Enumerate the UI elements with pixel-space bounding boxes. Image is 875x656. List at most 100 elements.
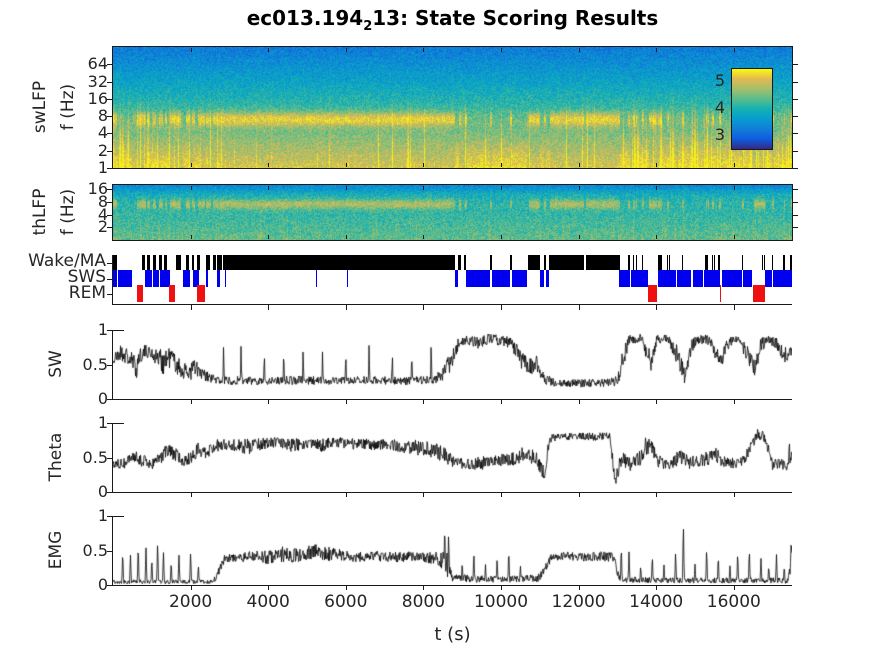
ytick-label: 0	[97, 575, 108, 594]
state-interval-sws	[692, 270, 703, 287]
state-interval-sws	[658, 270, 676, 287]
x-tick	[423, 493, 425, 497]
state-interval-wakema	[185, 255, 190, 270]
xtick-label: 14000	[629, 592, 684, 612]
x-tick	[345, 400, 347, 404]
x-tick	[268, 586, 270, 590]
state-interval-wakema	[771, 255, 774, 270]
y-tick	[107, 330, 112, 331]
y-tick-right	[793, 98, 798, 100]
ytick-label: 8	[97, 191, 108, 211]
state-y-tick	[107, 262, 112, 264]
state-interval-sws	[545, 270, 550, 287]
x-tick	[268, 163, 270, 167]
y-tick	[107, 150, 112, 152]
state-x-tick	[423, 305, 425, 310]
sw-bottom-spine	[112, 399, 792, 400]
x-tick	[733, 235, 735, 239]
figure-title: ec013.194213: State Scoring Results	[113, 6, 792, 34]
x-tick	[345, 235, 347, 239]
y-tick	[107, 133, 112, 135]
y-tick	[107, 399, 112, 400]
state-interval-wakema	[761, 255, 764, 270]
thlfp-ylabel: thLFP	[30, 188, 50, 236]
y-tick-right	[793, 81, 798, 83]
ytick-label: 1	[97, 158, 108, 177]
state-interval-sws	[205, 270, 208, 287]
x-tick	[190, 493, 192, 497]
x-tick	[501, 186, 502, 190]
x-tick	[345, 186, 347, 190]
state-interval-sws	[224, 270, 226, 287]
state-interval-wakema	[764, 255, 766, 270]
theta-trace	[113, 423, 792, 492]
x-tick	[578, 493, 580, 497]
ytick-label: 4	[97, 123, 108, 143]
state-interval-sws	[677, 270, 692, 287]
state-interval-wakema	[790, 255, 792, 270]
y-tick	[107, 214, 112, 216]
swlfp-ylabel: swLFP	[30, 80, 50, 134]
state-interval-wakema	[113, 255, 117, 270]
state-interval-sws	[159, 270, 170, 287]
swlfp-spectrogram	[113, 47, 792, 168]
y-tick	[107, 168, 112, 169]
x-tick	[190, 400, 192, 404]
x-tick	[268, 186, 270, 190]
theta-ylabel: Theta	[46, 432, 66, 482]
xtick-label: 12000	[551, 592, 606, 612]
state-x-tick	[733, 305, 735, 310]
state-interval-wakema	[164, 255, 167, 270]
sw-left-spine	[112, 330, 113, 400]
state-interval-wakema	[783, 255, 785, 270]
x-axis-label: t (s)	[434, 624, 471, 645]
state-y-tick	[107, 278, 112, 280]
x-tick	[578, 235, 580, 239]
state-interval-wakema	[641, 255, 644, 270]
ytick-label: 1	[97, 320, 108, 339]
y-tick	[107, 516, 112, 517]
state-interval-wakema	[464, 255, 466, 270]
y-tick	[107, 98, 112, 100]
state-interval-sws	[491, 270, 510, 287]
y-tick	[107, 81, 112, 83]
state-interval-sws	[454, 270, 459, 287]
ytick-label: 0	[97, 482, 108, 501]
state-interval-wakema	[158, 255, 162, 270]
x-tick	[423, 48, 425, 52]
ytick-label: 16	[87, 88, 108, 108]
state-interval-wakema	[528, 255, 540, 270]
state-interval-wakema	[141, 255, 145, 270]
state-interval-wakema	[707, 255, 709, 270]
state-interval-wakema	[681, 255, 684, 270]
y-tick	[107, 64, 112, 66]
state-interval-rem	[136, 285, 144, 302]
state-interval-sws	[316, 270, 318, 287]
y-tick	[107, 457, 112, 459]
y-tick-right	[793, 168, 798, 169]
state-interval-wakema	[152, 255, 156, 270]
x-tick	[656, 186, 658, 190]
state-interval-sws	[152, 270, 159, 287]
x-tick	[268, 235, 270, 239]
sw-trace	[113, 330, 792, 399]
x-tick	[345, 586, 347, 590]
y-tick-right	[793, 64, 798, 66]
state-interval-wakema	[711, 255, 714, 270]
state-x-tick	[578, 305, 580, 310]
x-tick	[423, 186, 425, 190]
ytick-label: 0.5	[82, 540, 108, 560]
ytick-label: 1	[97, 413, 108, 432]
y-tick-right	[793, 201, 798, 203]
state-interval-wakema	[657, 255, 662, 270]
theta-left-spine	[112, 423, 113, 493]
x-tick	[578, 48, 580, 52]
title-subscript: 2	[363, 19, 373, 34]
state-interval-wakema	[666, 255, 669, 270]
state-interval-sws	[466, 270, 490, 287]
y-tick	[107, 189, 112, 191]
x-tick	[423, 235, 425, 239]
xtick-label: 16000	[706, 592, 761, 612]
title-rest: 13: State Scoring Results	[372, 6, 659, 30]
x-tick	[190, 586, 192, 590]
